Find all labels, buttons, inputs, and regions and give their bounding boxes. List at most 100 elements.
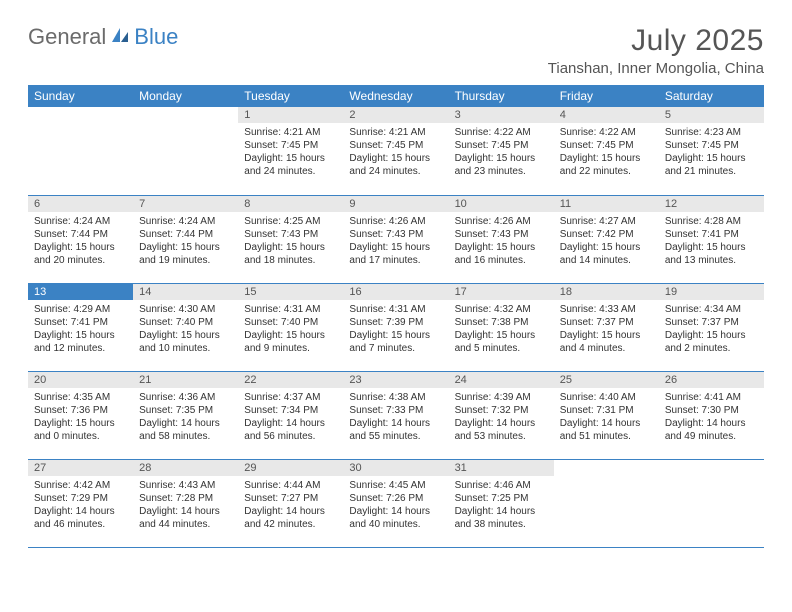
daylight-text: Daylight: 15 hours and 0 minutes. [34,417,127,443]
sunset-text: Sunset: 7:45 PM [665,139,758,152]
sunset-text: Sunset: 7:43 PM [349,228,442,241]
day-number-bar: 29 [238,460,343,476]
day-number-bar: 31 [449,460,554,476]
day-number-bar: 5 [659,107,764,123]
sunrise-text: Sunrise: 4:39 AM [455,391,548,404]
day-content: Sunrise: 4:45 AMSunset: 7:26 PMDaylight:… [343,476,448,533]
logo: General Blue [28,24,178,50]
day-number-bar: 7 [133,196,238,212]
sunrise-text: Sunrise: 4:23 AM [665,126,758,139]
day-number-bar: 1 [238,107,343,123]
day-number-bar: 3 [449,107,554,123]
sunset-text: Sunset: 7:45 PM [560,139,653,152]
day-number-bar: 17 [449,284,554,300]
sunset-text: Sunset: 7:35 PM [139,404,232,417]
day-number-bar: 19 [659,284,764,300]
daylight-text: Daylight: 15 hours and 12 minutes. [34,329,127,355]
day-header: Thursday [449,85,554,107]
day-number-bar: 11 [554,196,659,212]
day-number-bar: 6 [28,196,133,212]
day-content: Sunrise: 4:28 AMSunset: 7:41 PMDaylight:… [659,212,764,269]
day-content: Sunrise: 4:36 AMSunset: 7:35 PMDaylight:… [133,388,238,445]
sunrise-text: Sunrise: 4:35 AM [34,391,127,404]
calendar-cell: 21Sunrise: 4:36 AMSunset: 7:35 PMDayligh… [133,371,238,459]
day-number-bar: 23 [343,372,448,388]
daylight-text: Daylight: 15 hours and 19 minutes. [139,241,232,267]
title-block: July 2025 Tianshan, Inner Mongolia, Chin… [548,24,764,77]
day-content: Sunrise: 4:42 AMSunset: 7:29 PMDaylight:… [28,476,133,533]
calendar-cell: 4Sunrise: 4:22 AMSunset: 7:45 PMDaylight… [554,107,659,195]
month-title: July 2025 [548,24,764,58]
day-content: Sunrise: 4:26 AMSunset: 7:43 PMDaylight:… [343,212,448,269]
calendar-cell: 22Sunrise: 4:37 AMSunset: 7:34 PMDayligh… [238,371,343,459]
day-content: Sunrise: 4:32 AMSunset: 7:38 PMDaylight:… [449,300,554,357]
daylight-text: Daylight: 15 hours and 9 minutes. [244,329,337,355]
daylight-text: Daylight: 15 hours and 24 minutes. [244,152,337,178]
sunrise-text: Sunrise: 4:37 AM [244,391,337,404]
daylight-text: Daylight: 15 hours and 13 minutes. [665,241,758,267]
sunrise-text: Sunrise: 4:21 AM [349,126,442,139]
calendar-cell: 17Sunrise: 4:32 AMSunset: 7:38 PMDayligh… [449,283,554,371]
logo-text-blue: Blue [134,24,178,50]
logo-text-general: General [28,24,106,50]
calendar-cell [554,459,659,547]
day-content: Sunrise: 4:31 AMSunset: 7:39 PMDaylight:… [343,300,448,357]
sunset-text: Sunset: 7:40 PM [139,316,232,329]
sunrise-text: Sunrise: 4:31 AM [349,303,442,316]
daylight-text: Daylight: 15 hours and 18 minutes. [244,241,337,267]
day-header: Sunday [28,85,133,107]
sunset-text: Sunset: 7:31 PM [560,404,653,417]
day-number-bar: 28 [133,460,238,476]
day-number-bar: 26 [659,372,764,388]
sunset-text: Sunset: 7:39 PM [349,316,442,329]
day-number-bar: 25 [554,372,659,388]
sunrise-text: Sunrise: 4:27 AM [560,215,653,228]
sunrise-text: Sunrise: 4:44 AM [244,479,337,492]
calendar-cell: 28Sunrise: 4:43 AMSunset: 7:28 PMDayligh… [133,459,238,547]
day-number-bar: 14 [133,284,238,300]
sunrise-text: Sunrise: 4:43 AM [139,479,232,492]
sunset-text: Sunset: 7:45 PM [244,139,337,152]
day-number-bar: 13 [28,284,133,300]
day-number-bar: 20 [28,372,133,388]
sunrise-text: Sunrise: 4:38 AM [349,391,442,404]
calendar-week-row: 6Sunrise: 4:24 AMSunset: 7:44 PMDaylight… [28,195,764,283]
day-content: Sunrise: 4:40 AMSunset: 7:31 PMDaylight:… [554,388,659,445]
sunset-text: Sunset: 7:29 PM [34,492,127,505]
day-number-bar: 4 [554,107,659,123]
day-content: Sunrise: 4:21 AMSunset: 7:45 PMDaylight:… [343,123,448,180]
sunrise-text: Sunrise: 4:36 AM [139,391,232,404]
daylight-text: Daylight: 15 hours and 22 minutes. [560,152,653,178]
daylight-text: Daylight: 14 hours and 55 minutes. [349,417,442,443]
sunrise-text: Sunrise: 4:24 AM [34,215,127,228]
sunset-text: Sunset: 7:26 PM [349,492,442,505]
sunrise-text: Sunrise: 4:26 AM [455,215,548,228]
day-content: Sunrise: 4:38 AMSunset: 7:33 PMDaylight:… [343,388,448,445]
daylight-text: Daylight: 14 hours and 38 minutes. [455,505,548,531]
day-content: Sunrise: 4:25 AMSunset: 7:43 PMDaylight:… [238,212,343,269]
sunrise-text: Sunrise: 4:40 AM [560,391,653,404]
day-content: Sunrise: 4:41 AMSunset: 7:30 PMDaylight:… [659,388,764,445]
daylight-text: Daylight: 15 hours and 20 minutes. [34,241,127,267]
sunrise-text: Sunrise: 4:29 AM [34,303,127,316]
sunset-text: Sunset: 7:32 PM [455,404,548,417]
day-number-bar: 15 [238,284,343,300]
sunset-text: Sunset: 7:42 PM [560,228,653,241]
calendar-body: 1Sunrise: 4:21 AMSunset: 7:45 PMDaylight… [28,107,764,547]
calendar-header: SundayMondayTuesdayWednesdayThursdayFrid… [28,85,764,107]
day-content: Sunrise: 4:23 AMSunset: 7:45 PMDaylight:… [659,123,764,180]
daylight-text: Daylight: 14 hours and 51 minutes. [560,417,653,443]
calendar-cell: 27Sunrise: 4:42 AMSunset: 7:29 PMDayligh… [28,459,133,547]
day-content: Sunrise: 4:33 AMSunset: 7:37 PMDaylight:… [554,300,659,357]
daylight-text: Daylight: 14 hours and 44 minutes. [139,505,232,531]
calendar-cell: 8Sunrise: 4:25 AMSunset: 7:43 PMDaylight… [238,195,343,283]
day-content: Sunrise: 4:30 AMSunset: 7:40 PMDaylight:… [133,300,238,357]
calendar-week-row: 20Sunrise: 4:35 AMSunset: 7:36 PMDayligh… [28,371,764,459]
sunset-text: Sunset: 7:43 PM [455,228,548,241]
day-header: Monday [133,85,238,107]
daylight-text: Daylight: 15 hours and 10 minutes. [139,329,232,355]
sunset-text: Sunset: 7:44 PM [139,228,232,241]
calendar-cell: 23Sunrise: 4:38 AMSunset: 7:33 PMDayligh… [343,371,448,459]
sunset-text: Sunset: 7:40 PM [244,316,337,329]
sail-icon [110,26,130,49]
